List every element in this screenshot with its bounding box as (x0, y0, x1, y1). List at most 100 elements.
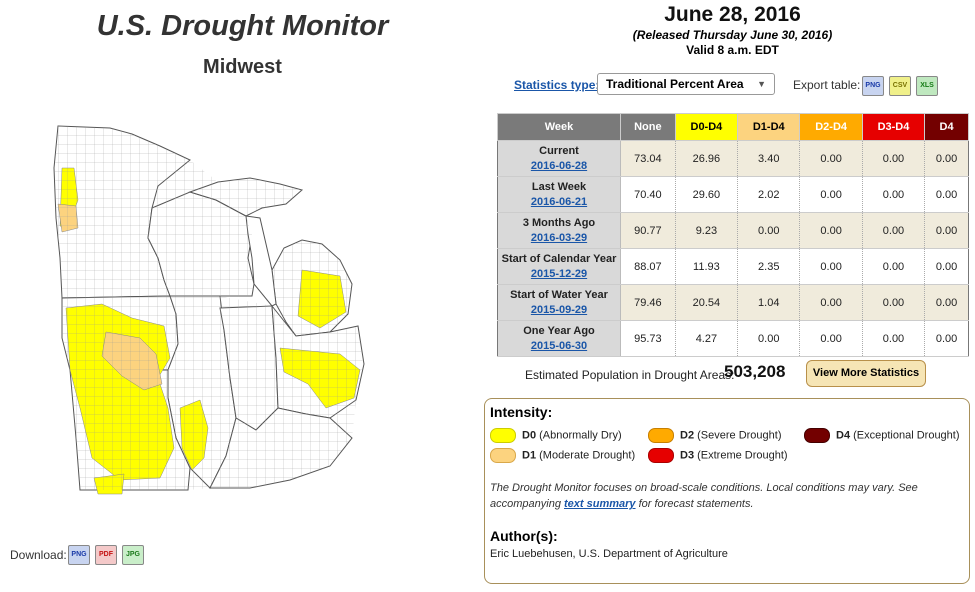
valid-time: Valid 8 a.m. EDT (686, 43, 779, 57)
value-cell: 1.04 (737, 284, 800, 321)
value-cell: 0.00 (861, 176, 925, 213)
value-cell: 29.60 (674, 176, 738, 213)
value-cell: 0.00 (737, 320, 800, 357)
legend-desc: (Extreme Drought) (697, 449, 788, 462)
d0-swatch (490, 428, 516, 443)
value-cell: 9.23 (674, 212, 738, 249)
csv-export-icon[interactable]: CSV (889, 76, 911, 96)
value-cell: 90.77 (620, 212, 676, 249)
page-title: U.S. Drought Monitor (96, 10, 389, 42)
value-cell: 0.00 (861, 140, 925, 177)
legend-code: D4 (836, 429, 851, 442)
week-date-link[interactable]: 2015-12-29 (530, 267, 588, 280)
d2-swatch (648, 428, 674, 443)
table-row: 3 Months Ago 2016-03-29 90.77 9.23 0.00 0.00 0… (497, 212, 969, 249)
png-export-icon[interactable]: PNG (862, 76, 884, 96)
release-date: (Released Thursday June 30, 2016) (632, 28, 833, 42)
legend-item-d0: D0 (Abnormally Dry) (490, 428, 622, 443)
legend-desc: (Abnormally Dry) (539, 429, 622, 442)
table-row: Start of Calendar Year 2015-12-29 88.07 11.… (497, 248, 969, 285)
legend-item-d4: D4 (Exceptional Drought) (804, 428, 960, 443)
week-date-link[interactable]: 2015-09-29 (530, 303, 588, 316)
week-date-link[interactable]: 2015-06-30 (530, 339, 588, 352)
week-date-link[interactable]: 2016-06-21 (530, 195, 588, 208)
value-cell: 0.00 (861, 284, 925, 321)
table-row: One Year Ago 2015-06-30 95.73 4.27 0.00 0.00 0… (497, 320, 969, 357)
d1-swatch (490, 448, 516, 463)
week-date-link[interactable]: 2016-06-28 (530, 159, 588, 172)
value-cell: 4.27 (674, 320, 738, 357)
d3-swatch (648, 448, 674, 463)
value-cell: 0.00 (799, 176, 863, 213)
disclaimer-pre: The Drought Monitor focuses on broad-sca… (490, 482, 918, 510)
legend-code: D0 (522, 429, 537, 442)
value-cell: 26.96 (674, 140, 738, 177)
week-label: Start of Calendar Year (501, 252, 617, 265)
legend-desc: (Exceptional Drought) (853, 429, 960, 442)
statistics-type-value: Traditional Percent Area (606, 77, 744, 91)
week-label: One Year Ago (523, 324, 595, 337)
week-date-link[interactable]: 2016-03-29 (530, 231, 588, 244)
export-label: Export table: (793, 78, 861, 92)
intensity-title: Intensity: (490, 404, 553, 420)
value-cell: 20.54 (674, 284, 738, 321)
value-cell: 95.73 (620, 320, 676, 357)
text-summary-link[interactable]: text summary (564, 498, 636, 510)
week-cell: One Year Ago 2015-06-30 (497, 320, 621, 357)
drought-map (53, 125, 365, 495)
col-header-d2-d4: D2-D4 (799, 113, 863, 141)
col-header-d1-d4: D1-D4 (737, 113, 801, 141)
value-cell: 0.00 (924, 248, 969, 285)
legend-code: D3 (680, 449, 695, 462)
png-file-icon[interactable]: PNG (68, 545, 90, 565)
download-label: Download: (10, 548, 67, 562)
value-cell: 0.00 (737, 212, 800, 249)
legend-item-d1: D1 (Moderate Drought) (490, 448, 635, 463)
statistics-type-select[interactable]: Traditional Percent Area ▼ (597, 73, 775, 95)
value-cell: 0.00 (799, 248, 863, 285)
export-icons: PNG CSV XLS (862, 74, 943, 96)
value-cell: 0.00 (924, 284, 969, 321)
population-label: Estimated Population in Drought Areas: (525, 368, 735, 382)
download-icons: PNG PDF JPG (68, 543, 149, 565)
d4-swatch (804, 428, 830, 443)
value-cell: 73.04 (620, 140, 676, 177)
value-cell: 0.00 (924, 176, 969, 213)
jpg-file-icon[interactable]: JPG (122, 545, 144, 565)
legend-item-d3: D3 (Extreme Drought) (648, 448, 788, 463)
legend-item-d2: D2 (Severe Drought) (648, 428, 782, 443)
pdf-file-icon[interactable]: PDF (95, 545, 117, 565)
col-header-none: None (620, 113, 676, 141)
week-label: 3 Months Ago (522, 216, 596, 229)
col-header-d3-d4: D3-D4 (861, 113, 926, 141)
value-cell: 88.07 (620, 248, 676, 285)
statistics-type-link[interactable]: Statistics type: (514, 78, 600, 92)
table-row: Last Week 2016-06-21 70.40 29.60 2.02 0.00 0.0… (497, 176, 969, 213)
week-label: Last Week (531, 180, 587, 193)
map-date: June 28, 2016 (664, 3, 801, 26)
value-cell: 2.35 (737, 248, 800, 285)
view-more-statistics-button[interactable]: View More Statistics (806, 360, 926, 387)
week-cell: 3 Months Ago 2016-03-29 (497, 212, 621, 249)
week-cell: Current 2016-06-28 (497, 140, 621, 177)
chevron-down-icon: ▼ (757, 79, 766, 89)
col-header-d0-d4: D0-D4 (674, 113, 739, 141)
value-cell: 0.00 (861, 320, 925, 357)
value-cell: 0.00 (799, 320, 863, 357)
region-title: Midwest (203, 56, 282, 78)
value-cell: 79.46 (620, 284, 676, 321)
col-header-d4: D4 (924, 113, 969, 141)
week-label: Start of Water Year (510, 288, 608, 301)
population-value: 503,208 (724, 362, 786, 381)
week-cell: Start of Water Year 2015-09-29 (497, 284, 621, 321)
statistics-table: Week None D0-D4 D1-D4 D2-D4 D3-D4 D4 Cur… (497, 113, 969, 357)
value-cell: 0.00 (924, 212, 969, 249)
week-cell: Last Week 2016-06-21 (497, 176, 621, 213)
table-row: Start of Water Year 2015-09-29 79.46 20.54 1… (497, 284, 969, 321)
value-cell: 0.00 (861, 248, 925, 285)
xls-export-icon[interactable]: XLS (916, 76, 938, 96)
value-cell: 0.00 (924, 320, 969, 357)
week-cell: Start of Calendar Year 2015-12-29 (497, 248, 621, 285)
author-title: Author(s): (490, 528, 558, 544)
week-label: Current (539, 144, 579, 157)
